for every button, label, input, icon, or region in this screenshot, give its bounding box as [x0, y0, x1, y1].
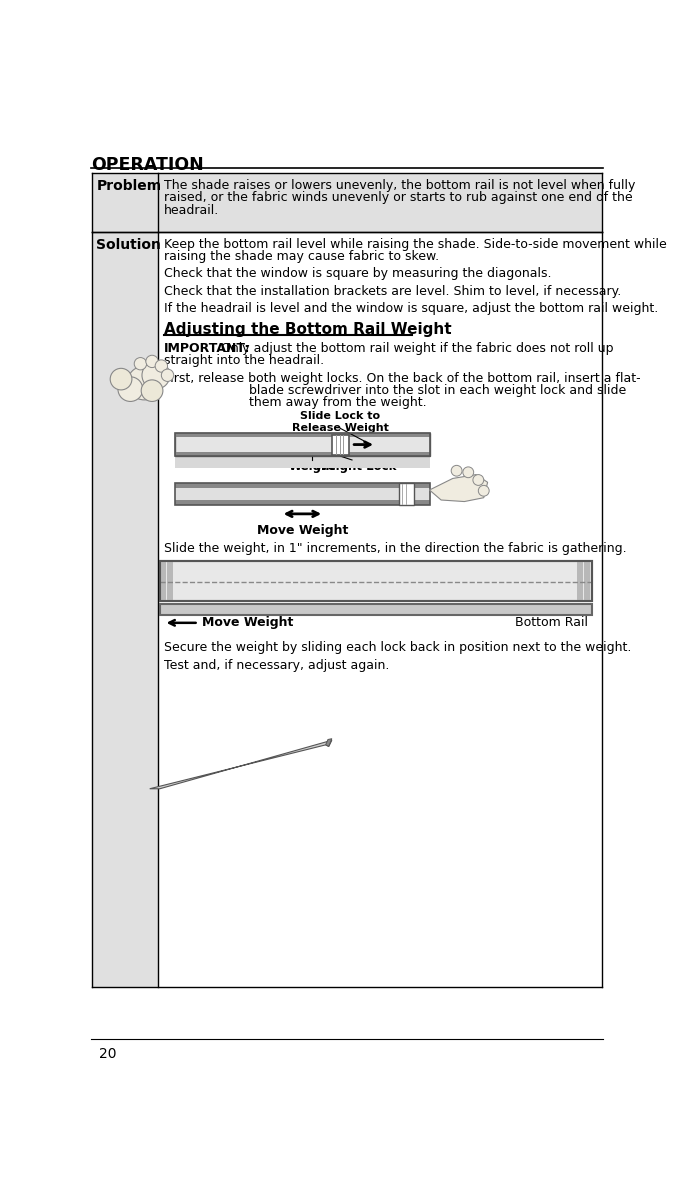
Text: Adjusting the Bottom Rail Weight: Adjusting the Bottom Rail Weight [164, 322, 452, 337]
Text: Secure the weight by sliding each lock back in position next to the weight.: Secure the weight by sliding each lock b… [164, 640, 631, 653]
Bar [332, 434, 349, 454]
Text: Weight Lock: Weight Lock [315, 460, 397, 473]
Circle shape [118, 377, 143, 401]
Bar [579, 561, 581, 601]
Polygon shape [429, 474, 487, 502]
Circle shape [161, 369, 174, 381]
Circle shape [473, 474, 484, 485]
Text: IMPORTANT:: IMPORTANT: [164, 342, 250, 355]
Bar [160, 561, 592, 601]
Bar [588, 561, 590, 601]
Bar [175, 433, 429, 437]
Bar [175, 433, 429, 457]
Circle shape [463, 467, 474, 478]
Text: Move Weight: Move Weight [257, 524, 348, 537]
Circle shape [146, 355, 158, 368]
Circle shape [479, 485, 489, 496]
Bar [160, 605, 592, 615]
Circle shape [127, 366, 161, 400]
Circle shape [134, 357, 147, 370]
Text: Fabric Roll in Headrail: Fabric Roll in Headrail [308, 565, 444, 578]
Bar [175, 433, 429, 457]
Bar [577, 561, 579, 601]
Bar [160, 561, 592, 601]
Text: OPERATION: OPERATION [91, 156, 204, 174]
Bar [175, 483, 429, 505]
Text: Problem: Problem [96, 179, 161, 193]
Text: Slide the weight, in 1" increments, in the direction the fabric is gathering.: Slide the weight, in 1" increments, in t… [164, 542, 626, 555]
Text: Check that the window is square by measuring the diagonals.: Check that the window is square by measu… [164, 267, 551, 280]
Text: Move Weight: Move Weight [202, 616, 294, 629]
Bar [160, 561, 162, 601]
Text: Solution: Solution [96, 238, 161, 252]
Text: Weight: Weight [289, 460, 336, 473]
Bar [169, 561, 171, 601]
Circle shape [141, 380, 163, 401]
Polygon shape [326, 738, 332, 746]
Text: Keep the bottom rail level while raising the shade. Side-to-side movement while: Keep the bottom rail level while raising… [164, 238, 666, 251]
Text: The shade raises or lowers unevenly, the bottom rail is not level when fully: The shade raises or lowers unevenly, the… [164, 179, 635, 192]
Circle shape [451, 465, 462, 476]
Bar [175, 437, 429, 452]
Text: Only adjust the bottom rail weight if the fabric does not roll up: Only adjust the bottom rail weight if th… [213, 342, 613, 355]
Bar [175, 500, 429, 505]
Text: Check that the installation brackets are level. Shim to level, if necessary.: Check that the installation brackets are… [164, 285, 621, 298]
Text: If the headrail is level and the window is square, adjust the bottom rail weight: If the headrail is level and the window … [164, 302, 658, 315]
Text: raising the shade may cause fabric to skew.: raising the shade may cause fabric to sk… [164, 250, 439, 263]
Bar [175, 483, 429, 487]
Text: 20: 20 [99, 1047, 116, 1061]
Bar [175, 452, 429, 457]
Bar [582, 561, 584, 601]
Text: Test and, if necessary, adjust again.: Test and, if necessary, adjust again. [164, 659, 389, 672]
Bar [171, 561, 173, 601]
Text: raised, or the fabric winds unevenly or starts to rub against one end of the: raised, or the fabric winds unevenly or … [164, 192, 632, 205]
Bar [399, 483, 414, 505]
Text: straight into the headrail.: straight into the headrail. [164, 354, 324, 367]
Circle shape [142, 362, 170, 389]
Bar [175, 457, 429, 468]
Bar [586, 561, 588, 601]
Bar [92, 173, 602, 232]
Text: headrail.: headrail. [164, 203, 219, 216]
Bar [165, 561, 167, 601]
Bar [92, 232, 158, 988]
Bar [175, 483, 429, 505]
Circle shape [155, 360, 167, 373]
Bar [584, 561, 586, 601]
Text: First, release both weight locks. On the back of the bottom rail, insert a flat-: First, release both weight locks. On the… [164, 371, 640, 384]
Bar [162, 561, 164, 601]
Text: Slide Lock to
Release Weight: Slide Lock to Release Weight [292, 412, 389, 433]
Bar [167, 561, 169, 601]
Text: them away from the weight.: them away from the weight. [249, 395, 427, 408]
Text: Bottom Rail: Bottom Rail [515, 616, 588, 629]
Circle shape [110, 368, 132, 390]
Polygon shape [150, 741, 332, 789]
Text: blade screwdriver into the slot in each weight lock and slide: blade screwdriver into the slot in each … [249, 383, 626, 396]
Bar [175, 453, 429, 457]
Text: Gathered
Fabric: Gathered Fabric [163, 565, 215, 587]
